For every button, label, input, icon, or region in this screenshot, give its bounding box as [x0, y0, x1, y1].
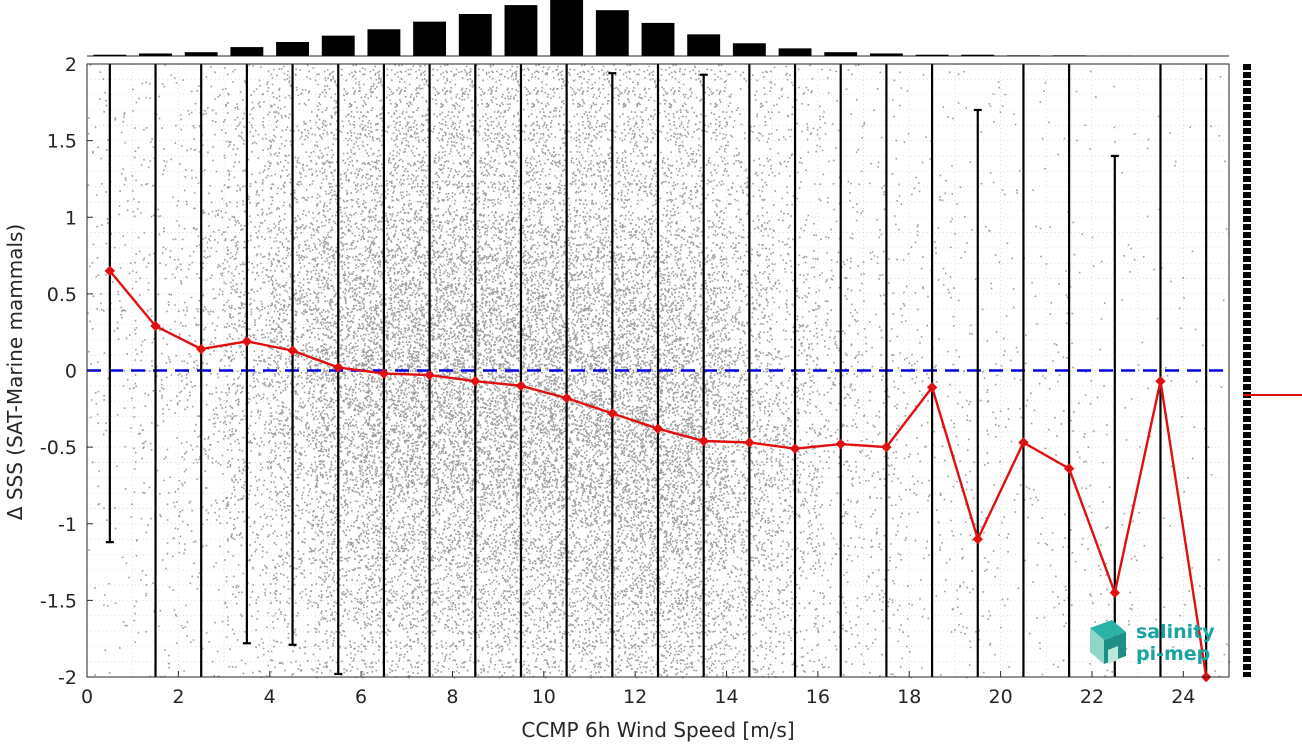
y-tick-label: 2	[65, 54, 77, 76]
histogram-bar	[550, 0, 583, 56]
histogram-bar	[916, 55, 949, 56]
histogram-bar	[367, 29, 400, 56]
histogram-bar	[1007, 55, 1040, 56]
y-tick-label: 1.5	[47, 131, 77, 153]
histogram-bar	[687, 34, 720, 56]
histogram-bar	[642, 23, 675, 56]
histogram-bar	[93, 55, 126, 56]
logo-line2: pi-mep	[1136, 643, 1210, 665]
x-tick-label: 10	[532, 686, 556, 708]
y-tick-label: 0.5	[47, 284, 77, 306]
mean-marker	[1110, 588, 1119, 597]
histogram-bar	[139, 53, 172, 56]
y-tick-label: -1.5	[40, 590, 77, 612]
mean-marker	[1065, 464, 1074, 473]
histogram-bar	[824, 52, 857, 56]
logo-mark-icon	[1090, 620, 1126, 664]
x-tick-label: 4	[264, 686, 276, 708]
x-tick-label: 24	[1171, 686, 1195, 708]
x-tick-label: 20	[989, 686, 1013, 708]
mean-marker	[242, 337, 251, 346]
y-tick-label: -1	[58, 514, 77, 536]
mean-marker	[197, 345, 206, 354]
y-tick-label: -0.5	[40, 437, 77, 459]
right-marginal	[1243, 64, 1302, 677]
y-tick-label: 0	[65, 361, 77, 383]
x-tick-label: 0	[81, 686, 93, 708]
x-tick-label: 14	[714, 686, 738, 708]
histogram-bar	[459, 14, 492, 56]
histogram-bar	[230, 47, 263, 56]
y-axis-label: Δ SSS (SAT-Marine mammals)	[3, 224, 27, 520]
mean-marker	[973, 535, 982, 544]
x-tick-label: 22	[1080, 686, 1104, 708]
histogram-bar	[870, 53, 903, 56]
histogram-bar	[413, 22, 446, 56]
mean-marker	[1156, 377, 1165, 386]
y-tick-label: 1	[65, 207, 77, 229]
x-axis-label: CCMP 6h Wind Speed [m/s]	[521, 718, 794, 742]
salinity-pi-mep-logo: salinity pi-mep	[1090, 620, 1215, 665]
top-histogram	[87, 0, 1229, 56]
histogram-bar	[185, 52, 218, 56]
x-tick-label: 6	[355, 686, 367, 708]
x-tick-label: 2	[172, 686, 184, 708]
histogram-bar	[596, 10, 629, 56]
histogram-bar	[961, 55, 994, 56]
logo-line1: salinity	[1136, 621, 1215, 643]
histogram-bar	[276, 42, 309, 56]
histogram-bar	[1053, 55, 1086, 56]
x-tick-label: 12	[623, 686, 647, 708]
y-tick-label: -2	[58, 667, 77, 689]
x-tick-label: 8	[446, 686, 458, 708]
histogram-bar	[733, 43, 766, 56]
x-tick-label: 18	[897, 686, 921, 708]
mean-marker	[745, 438, 754, 447]
x-tick-label: 16	[806, 686, 830, 708]
histogram-bar	[779, 48, 812, 56]
histogram-bar	[322, 36, 355, 56]
histogram-bar	[505, 5, 538, 56]
